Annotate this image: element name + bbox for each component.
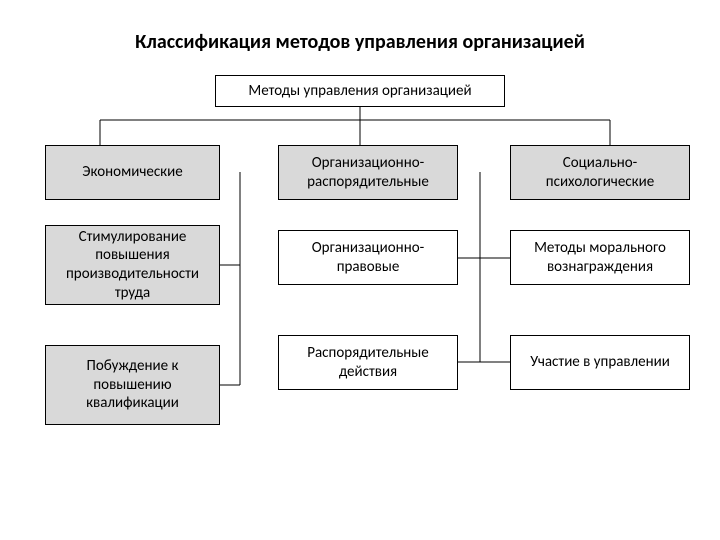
node-econ2: Побуждение к повышению квалификации: [45, 345, 220, 425]
node-soc: Социально-психологические: [510, 145, 690, 200]
node-org2: Распорядительные действия: [278, 335, 458, 390]
node-econ: Экономические: [45, 145, 220, 200]
node-soc2: Участие в управлении: [510, 335, 690, 390]
node-org: Организационно-распорядительные: [278, 145, 458, 200]
node-soc1: Методы морального вознаграждения: [510, 230, 690, 285]
node-org1: Организационно-правовые: [278, 230, 458, 285]
node-root: Методы управления организацией: [215, 75, 505, 107]
node-econ1: Стимулирование повышения производительно…: [45, 225, 220, 305]
diagram-title: Классификация методов управления организ…: [0, 30, 720, 54]
